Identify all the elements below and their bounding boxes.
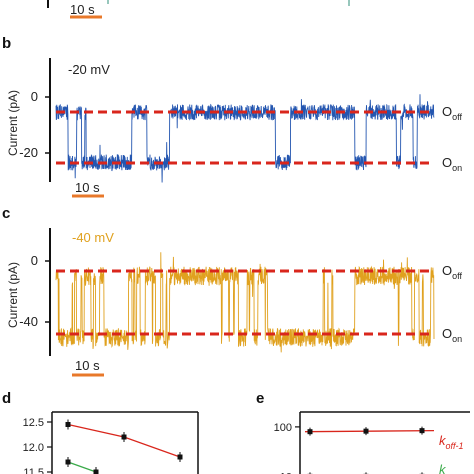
- panel-b-trace: [55, 94, 435, 183]
- panel-e-rate-label-k: k: [439, 462, 447, 474]
- panel-c-scale-label: 10 s: [75, 358, 100, 373]
- current-trace-line: [55, 252, 435, 353]
- panel-d-ytick-label: 12.5: [23, 417, 44, 429]
- panel-b-scale-label: 10 s: [75, 180, 100, 195]
- panel-b-y-axis-title: Current (pA): [6, 90, 20, 156]
- panel-c-trace: [55, 252, 435, 353]
- panel-d-point: [65, 459, 71, 465]
- panel-b-ytick-label: -20: [19, 145, 38, 160]
- panel-e-ytick-label: 100: [274, 422, 292, 434]
- panel-d: d 12.5 12.0 11.5: [2, 390, 199, 474]
- panel-b-ytick-label: 0: [31, 89, 38, 104]
- panel-c-ytick-label: 0: [31, 253, 38, 268]
- panel-b-level-off-label: Ooff: [442, 104, 462, 122]
- panel-c-level-off-label: Ooff: [442, 263, 462, 281]
- current-trace-line: [55, 94, 435, 183]
- panel-c-voltage: -40 mV: [72, 230, 114, 245]
- panel-b-voltage: -20 mV: [68, 62, 110, 77]
- panel-d-ytick-label: 11.5: [23, 467, 44, 474]
- panel-c: c 0 -40 Current (pA) -40 mV Ooff Oon 10 …: [2, 205, 462, 377]
- panel-e-point: [363, 428, 369, 434]
- panel-c-ytick-label: -40: [19, 314, 38, 329]
- panel-b-level-on-label: Oon: [442, 155, 462, 173]
- panel-e-ytick-label: 10: [280, 471, 292, 474]
- panel-c-letter: c: [2, 205, 10, 222]
- panel-d-point: [65, 422, 71, 427]
- panel-a-remnant: 10 s: [47, 0, 350, 19]
- panel-a-scale-label: 10 s: [70, 2, 95, 17]
- panel-d-fit-line: [67, 461, 97, 473]
- panel-b: b 0 -20 Current (pA) -20 mV Ooff Oon 10 …: [2, 35, 462, 198]
- panel-c-level-on-label: Oon: [442, 326, 462, 344]
- panel-e-point: [419, 428, 425, 434]
- panel-d-series: [65, 419, 183, 474]
- panel-e-fit-line: [304, 429, 435, 433]
- panel-d-point: [93, 469, 99, 474]
- panel-e-point: [307, 429, 313, 435]
- panel-d-point: [177, 454, 183, 460]
- panel-d-point: [121, 434, 127, 440]
- panel-e-rate-label-koff1: koff-1: [439, 433, 464, 451]
- panel-d-letter: d: [2, 390, 11, 407]
- panel-e: e 100 10 koff-1 k: [256, 390, 470, 474]
- panel-d-ytick-label: 12.0: [23, 442, 44, 454]
- panel-e-ticks: 100 10: [274, 422, 300, 474]
- panel-e-letter: e: [256, 390, 264, 407]
- panel-c-y-axis-title: Current (pA): [6, 262, 20, 328]
- panel-d-ticks: 12.5 12.0 11.5: [23, 417, 52, 474]
- panel-b-letter: b: [2, 35, 11, 52]
- panel-e-series: [304, 426, 435, 474]
